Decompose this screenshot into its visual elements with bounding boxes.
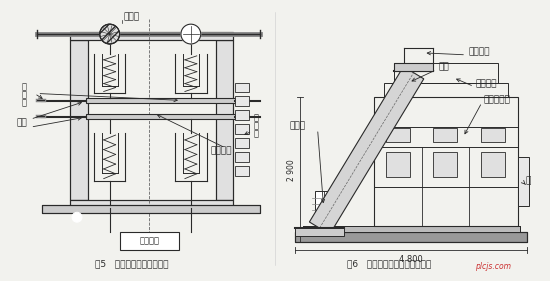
Bar: [70, 40, 88, 200]
Text: 散: 散: [253, 114, 258, 123]
Polygon shape: [310, 67, 424, 234]
Text: 油: 油: [525, 176, 531, 185]
Bar: [70, 32, 233, 40]
Circle shape: [181, 24, 201, 44]
Bar: [235, 166, 249, 176]
Bar: [235, 83, 249, 92]
Bar: [302, 226, 520, 232]
Bar: [302, 226, 520, 232]
Bar: [295, 228, 344, 236]
Text: 4 800: 4 800: [399, 255, 422, 264]
Bar: [295, 232, 527, 242]
Text: 真空灭弧室: 真空灭弧室: [484, 95, 511, 104]
Text: 图6   高压真空断路器结构示意图: 图6 高压真空断路器结构示意图: [346, 259, 431, 268]
Bar: [70, 200, 233, 208]
Bar: [235, 124, 249, 134]
Text: 接地开关: 接地开关: [468, 47, 490, 56]
Bar: [235, 138, 249, 148]
Text: 器: 器: [253, 130, 258, 139]
Bar: [433, 128, 457, 142]
Bar: [386, 128, 410, 142]
Text: 热: 热: [253, 122, 258, 131]
Text: 隔离开关: 隔离开关: [476, 79, 498, 88]
Bar: [518, 157, 530, 206]
Bar: [70, 32, 233, 40]
Bar: [70, 200, 233, 208]
Text: plcjs.com: plcjs.com: [475, 262, 511, 271]
Bar: [86, 98, 235, 103]
Bar: [315, 191, 332, 226]
Bar: [235, 152, 249, 162]
Text: 避雷器: 避雷器: [290, 122, 306, 131]
Text: 操动机构: 操动机构: [139, 237, 160, 246]
Bar: [42, 205, 260, 213]
Circle shape: [100, 24, 119, 44]
Bar: [70, 40, 88, 200]
Text: 动: 动: [22, 82, 27, 91]
Text: 套管: 套管: [438, 62, 449, 71]
Text: 触头: 触头: [16, 119, 28, 128]
Bar: [433, 152, 457, 177]
Bar: [86, 114, 235, 119]
Circle shape: [100, 24, 119, 44]
Text: 杆: 杆: [22, 98, 27, 107]
Bar: [386, 152, 410, 177]
Bar: [481, 152, 505, 177]
Circle shape: [72, 212, 82, 222]
Bar: [235, 110, 249, 120]
Bar: [374, 98, 518, 226]
Bar: [394, 63, 498, 83]
Text: 连: 连: [22, 90, 27, 99]
Text: 2 900: 2 900: [287, 159, 296, 181]
Text: 图5   真空断路器原理示意图: 图5 真空断路器原理示意图: [95, 259, 168, 268]
Bar: [235, 96, 249, 106]
Bar: [481, 128, 505, 142]
Bar: [216, 40, 233, 200]
Bar: [216, 40, 233, 200]
Bar: [384, 83, 508, 98]
Bar: [295, 232, 527, 242]
Bar: [394, 63, 433, 71]
Text: 转动杆: 转动杆: [124, 13, 140, 22]
Text: 纵磁触头: 纵磁触头: [211, 146, 232, 155]
Bar: [42, 205, 260, 213]
Bar: [119, 232, 179, 250]
